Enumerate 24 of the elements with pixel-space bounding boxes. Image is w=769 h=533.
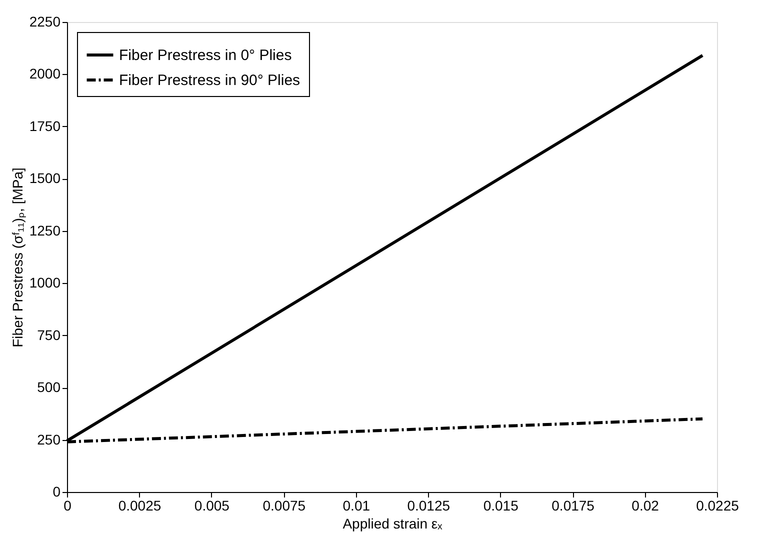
y-tick-label: 2000 xyxy=(29,66,61,82)
x-axis-title: Applied strain εₓ xyxy=(342,516,443,532)
legend-label: Fiber Prestress in 90° Plies xyxy=(119,72,300,89)
y-tick-label: 250 xyxy=(37,431,61,448)
x-tick-label: 0.005 xyxy=(194,498,230,514)
y-axis-title: Fiber Prestress (σᶠ₁₁)ₚ, [MPa] xyxy=(9,168,26,348)
legend-label: Fiber Prestress in 0° Plies xyxy=(119,47,292,64)
x-tick-label: 0.015 xyxy=(483,498,519,514)
x-tick-label: 0.0075 xyxy=(262,498,306,514)
y-tick-label: 1500 xyxy=(29,170,61,186)
y-tick-label: 1750 xyxy=(29,118,61,134)
y-tick-label: 0 xyxy=(52,484,61,500)
x-tick-label: 0.01 xyxy=(342,498,370,514)
y-tick-label: 750 xyxy=(37,326,61,343)
x-tick-label: 0.0025 xyxy=(118,498,162,514)
x-tick-label: 0.0125 xyxy=(407,498,450,514)
x-tick-label: 0.0175 xyxy=(552,498,595,514)
y-tick-label: 1000 xyxy=(29,274,61,291)
y-tick-label: 2250 xyxy=(29,14,61,30)
x-tick-label: 0 xyxy=(64,498,72,514)
y-tick-label: 500 xyxy=(37,379,61,396)
x-tick-label: 0.02 xyxy=(632,498,660,514)
y-tick-label: 1250 xyxy=(29,222,61,238)
x-tick-label: 0.0225 xyxy=(696,498,740,514)
